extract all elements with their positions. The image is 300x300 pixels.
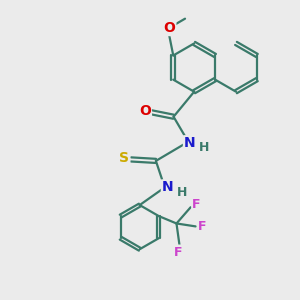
- Text: N: N: [184, 136, 196, 150]
- Text: N: N: [162, 180, 173, 194]
- Text: S: S: [119, 151, 129, 165]
- Text: F: F: [198, 220, 206, 233]
- Text: O: O: [164, 21, 175, 35]
- Text: F: F: [174, 245, 182, 259]
- Text: H: H: [177, 186, 187, 199]
- Text: F: F: [192, 198, 201, 212]
- Text: H: H: [198, 141, 209, 154]
- Text: O: O: [139, 104, 151, 118]
